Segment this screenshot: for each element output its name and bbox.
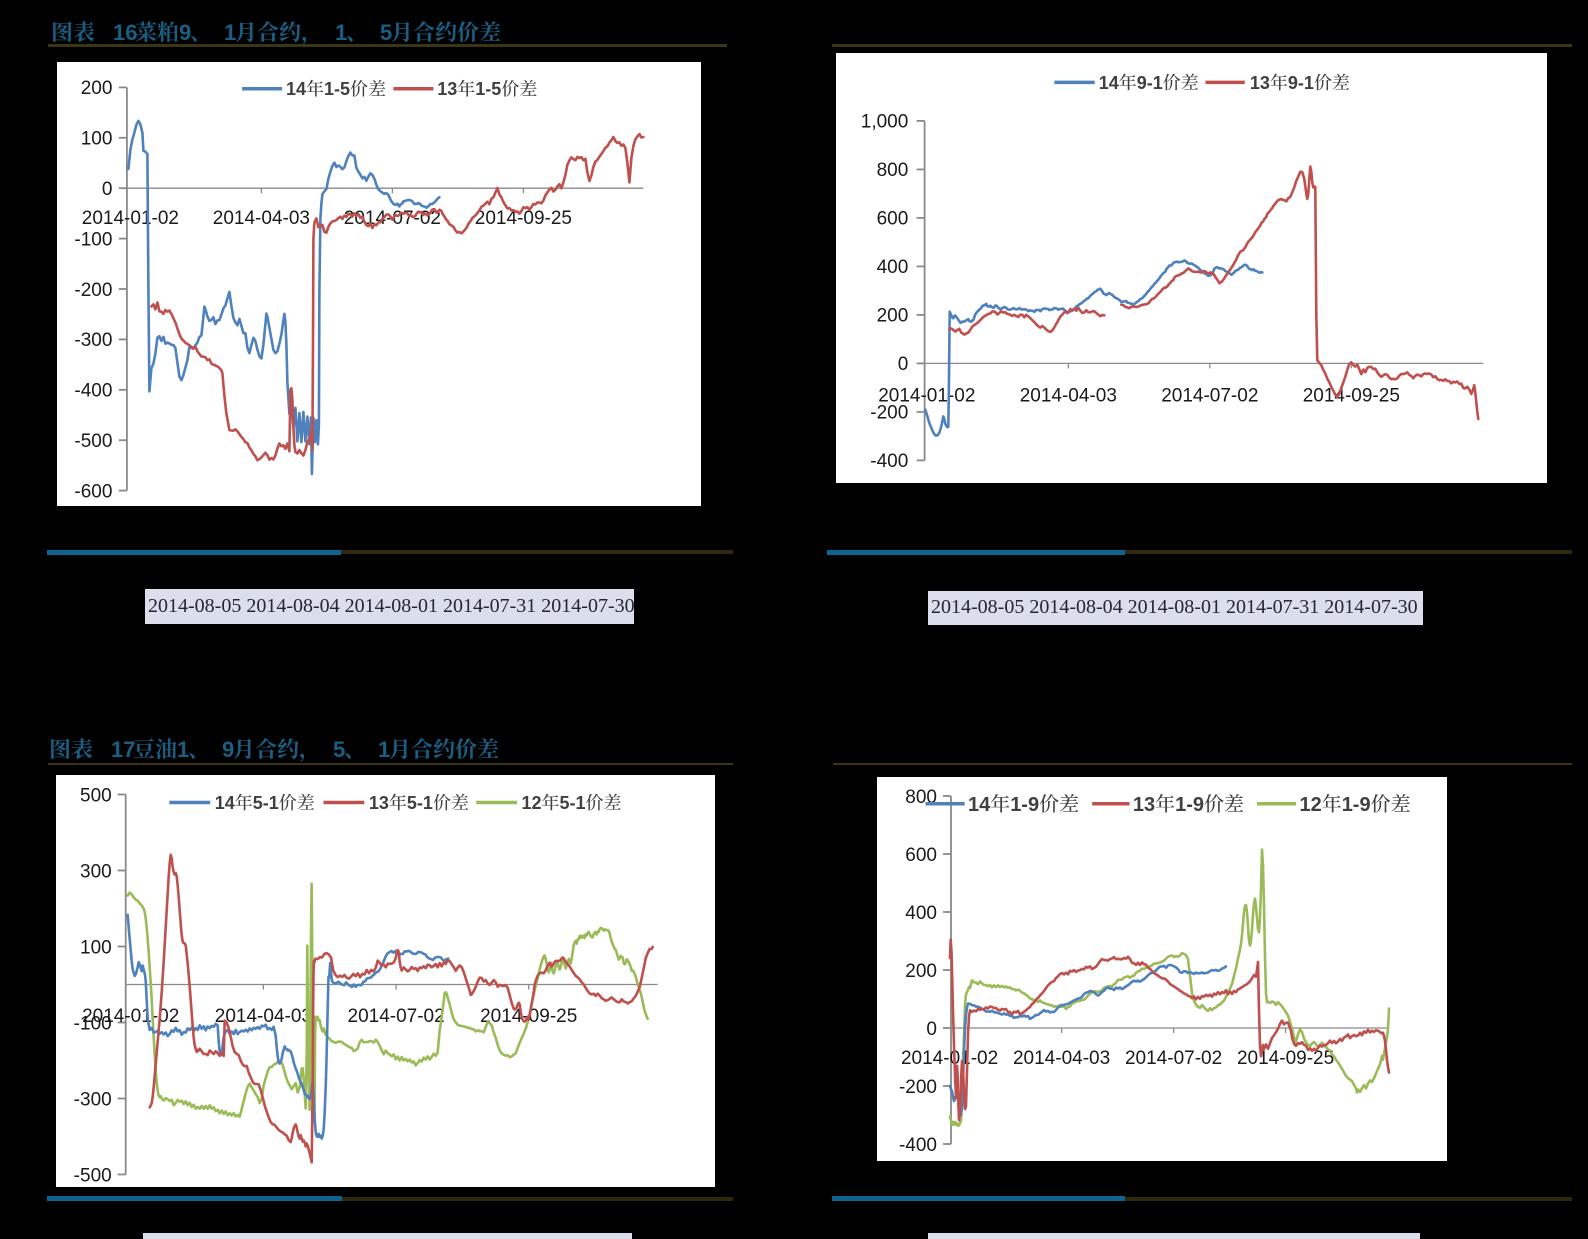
svg-text:2014-04-03: 2014-04-03 [215, 1005, 312, 1026]
svg-text:1-9: 1-9 [1010, 794, 1039, 816]
svg-text:2014-01-02: 2014-01-02 [878, 385, 975, 406]
svg-text:2014-01-02: 2014-01-02 [82, 1005, 179, 1026]
svg-text:13: 13 [437, 79, 457, 99]
svg-text:1-5: 1-5 [475, 79, 501, 99]
svg-text:500: 500 [80, 785, 112, 806]
svg-text:0: 0 [926, 1019, 937, 1040]
svg-text:2014-07-02: 2014-07-02 [1125, 1048, 1222, 1069]
svg-text:-300: -300 [74, 330, 112, 351]
svg-text:0: 0 [101, 179, 112, 200]
svg-text:9: 9 [222, 737, 234, 762]
svg-text:-100: -100 [74, 1013, 112, 1034]
svg-text:2014-04-03: 2014-04-03 [1013, 1048, 1110, 1069]
svg-text:5-1: 5-1 [253, 793, 279, 813]
svg-text:14: 14 [286, 79, 306, 99]
svg-text:5: 5 [333, 737, 345, 762]
svg-text:1-5: 1-5 [324, 79, 350, 99]
svg-text:12: 12 [1300, 794, 1322, 816]
svg-text:-400: -400 [870, 451, 908, 472]
svg-text:-500: -500 [74, 431, 112, 452]
svg-text:13: 13 [1133, 794, 1155, 816]
svg-text:2014-04-03: 2014-04-03 [212, 208, 309, 229]
svg-text:-300: -300 [74, 1089, 112, 1110]
svg-text:600: 600 [876, 208, 908, 229]
svg-text:9-1: 9-1 [1136, 72, 1162, 92]
svg-text:100: 100 [80, 937, 112, 958]
svg-text:-500: -500 [74, 1165, 112, 1186]
svg-text:-200: -200 [899, 1077, 937, 1098]
svg-text:13: 13 [1250, 72, 1270, 92]
svg-text:16: 16 [113, 20, 137, 45]
svg-text:-400: -400 [74, 381, 112, 402]
svg-text:2014-01-02: 2014-01-02 [81, 208, 178, 229]
svg-text:2014-04-03: 2014-04-03 [1019, 385, 1116, 406]
svg-text:9-1: 9-1 [1288, 72, 1314, 92]
svg-text:1: 1 [224, 20, 236, 45]
svg-text:5-1: 5-1 [407, 793, 433, 813]
svg-text:14: 14 [1098, 72, 1118, 92]
svg-text:1-9: 1-9 [1342, 794, 1371, 816]
svg-text:600: 600 [905, 845, 937, 866]
svg-text:200: 200 [876, 305, 908, 326]
svg-text:-100: -100 [74, 230, 112, 251]
svg-text:2014-09-25: 2014-09-25 [1302, 385, 1399, 406]
svg-text:1-9: 1-9 [1175, 794, 1204, 816]
svg-text:1: 1 [378, 737, 390, 762]
svg-text:5: 5 [380, 20, 392, 45]
svg-text:1: 1 [177, 737, 189, 762]
svg-text:100: 100 [80, 129, 112, 150]
svg-text:800: 800 [876, 160, 908, 181]
svg-text:14: 14 [215, 793, 235, 813]
svg-text:2014-09-25: 2014-09-25 [1237, 1048, 1334, 1069]
svg-text:0: 0 [897, 354, 908, 375]
svg-text:-400: -400 [899, 1135, 937, 1156]
svg-text:14: 14 [968, 794, 991, 816]
svg-text:13: 13 [369, 793, 389, 813]
svg-text:2014-07-02: 2014-07-02 [348, 1005, 445, 1026]
svg-text:-200: -200 [870, 402, 908, 423]
svg-text:-600: -600 [74, 482, 112, 503]
svg-text:1: 1 [335, 20, 347, 45]
svg-text:17: 17 [111, 737, 135, 762]
svg-text:9: 9 [179, 20, 191, 45]
svg-text:5-1: 5-1 [560, 793, 586, 813]
svg-text:200: 200 [80, 78, 112, 99]
svg-text:300: 300 [80, 861, 112, 882]
svg-text:2014-01-02: 2014-01-02 [901, 1048, 998, 1069]
svg-text:2014-07-02: 2014-07-02 [1161, 385, 1258, 406]
svg-text:-200: -200 [74, 280, 112, 301]
svg-text:2014-09-25: 2014-09-25 [474, 208, 571, 229]
svg-text:12: 12 [522, 793, 542, 813]
svg-text:400: 400 [876, 257, 908, 278]
svg-text:200: 200 [905, 961, 937, 982]
svg-text:400: 400 [905, 903, 937, 924]
svg-text:1,000: 1,000 [860, 111, 908, 132]
